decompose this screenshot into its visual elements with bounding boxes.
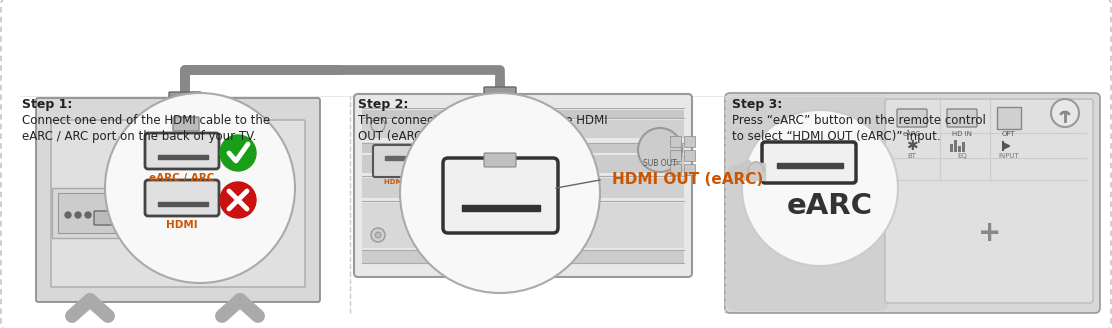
Circle shape xyxy=(742,110,898,266)
Circle shape xyxy=(638,128,682,172)
FancyBboxPatch shape xyxy=(173,117,199,131)
FancyBboxPatch shape xyxy=(997,107,1021,129)
FancyBboxPatch shape xyxy=(363,251,684,263)
Text: eARC / ARC: eARC / ARC xyxy=(149,173,215,183)
Text: HDMI: HDMI xyxy=(166,220,198,230)
Text: Step 1:: Step 1: xyxy=(22,98,72,111)
Circle shape xyxy=(220,182,256,218)
FancyBboxPatch shape xyxy=(363,120,684,138)
Text: HDMI IN: HDMI IN xyxy=(384,179,416,185)
Circle shape xyxy=(375,232,381,238)
FancyBboxPatch shape xyxy=(363,203,684,248)
Text: SUB OUT: SUB OUT xyxy=(643,158,677,168)
FancyBboxPatch shape xyxy=(438,145,492,177)
FancyBboxPatch shape xyxy=(487,125,513,141)
FancyBboxPatch shape xyxy=(762,142,856,183)
Text: to select “HDMI OUT (eARC)” input.: to select “HDMI OUT (eARC)” input. xyxy=(732,130,941,143)
FancyBboxPatch shape xyxy=(959,146,961,152)
Text: eARC: eARC xyxy=(903,131,921,137)
FancyBboxPatch shape xyxy=(119,211,141,225)
FancyBboxPatch shape xyxy=(484,153,516,167)
Text: OPT: OPT xyxy=(1002,131,1016,137)
FancyBboxPatch shape xyxy=(671,136,681,147)
FancyBboxPatch shape xyxy=(52,188,172,238)
FancyBboxPatch shape xyxy=(147,211,160,224)
FancyBboxPatch shape xyxy=(671,150,681,161)
FancyBboxPatch shape xyxy=(725,93,1100,313)
Text: OUT (eARC) port of the soundbar.: OUT (eARC) port of the soundbar. xyxy=(358,130,555,143)
FancyBboxPatch shape xyxy=(727,95,888,311)
Text: BT: BT xyxy=(907,153,916,159)
FancyBboxPatch shape xyxy=(962,142,964,152)
Text: Step 2:: Step 2: xyxy=(358,98,408,111)
Text: Then connect the other end into the HDMI: Then connect the other end into the HDMI xyxy=(358,114,607,127)
FancyBboxPatch shape xyxy=(363,110,684,118)
FancyBboxPatch shape xyxy=(484,87,516,131)
Circle shape xyxy=(85,212,91,218)
FancyBboxPatch shape xyxy=(947,109,977,127)
FancyBboxPatch shape xyxy=(36,98,320,302)
Text: HD IN: HD IN xyxy=(952,131,972,137)
FancyBboxPatch shape xyxy=(51,120,305,287)
FancyBboxPatch shape xyxy=(373,145,427,177)
FancyBboxPatch shape xyxy=(897,109,927,127)
FancyBboxPatch shape xyxy=(58,193,166,233)
FancyBboxPatch shape xyxy=(145,133,219,169)
FancyBboxPatch shape xyxy=(684,150,695,161)
FancyBboxPatch shape xyxy=(363,178,684,198)
FancyBboxPatch shape xyxy=(885,99,1093,303)
Circle shape xyxy=(64,212,71,218)
Text: Press “eARC” button on the remote control: Press “eARC” button on the remote contro… xyxy=(732,114,986,127)
Circle shape xyxy=(1051,99,1079,127)
Circle shape xyxy=(220,135,256,171)
Circle shape xyxy=(371,118,385,132)
Text: eARC / ARC port on the back of your TV.: eARC / ARC port on the back of your TV. xyxy=(22,130,257,143)
Text: Connect one end of the HDMI cable to the: Connect one end of the HDMI cable to the xyxy=(22,114,270,127)
FancyBboxPatch shape xyxy=(354,94,692,277)
FancyBboxPatch shape xyxy=(172,127,198,144)
Text: ✱: ✱ xyxy=(906,139,917,153)
Text: eARC: eARC xyxy=(787,192,873,220)
FancyBboxPatch shape xyxy=(671,164,681,175)
Text: +: + xyxy=(979,219,1002,247)
FancyBboxPatch shape xyxy=(363,143,684,153)
FancyBboxPatch shape xyxy=(145,180,219,216)
Circle shape xyxy=(75,212,81,218)
Text: INPUT: INPUT xyxy=(999,153,1020,159)
Text: EQ: EQ xyxy=(957,153,966,159)
Circle shape xyxy=(105,93,295,283)
FancyBboxPatch shape xyxy=(954,140,956,152)
Text: HDMI OUT (eARC): HDMI OUT (eARC) xyxy=(612,173,763,188)
FancyBboxPatch shape xyxy=(363,155,684,173)
FancyBboxPatch shape xyxy=(443,158,558,233)
Text: HDMI OUT (eARC): HDMI OUT (eARC) xyxy=(434,179,496,184)
Circle shape xyxy=(400,93,600,293)
FancyBboxPatch shape xyxy=(684,164,695,175)
FancyBboxPatch shape xyxy=(684,136,695,147)
FancyBboxPatch shape xyxy=(169,92,201,134)
FancyBboxPatch shape xyxy=(95,211,116,225)
Circle shape xyxy=(371,228,385,242)
Text: Step 3:: Step 3: xyxy=(732,98,782,111)
FancyBboxPatch shape xyxy=(950,144,953,152)
